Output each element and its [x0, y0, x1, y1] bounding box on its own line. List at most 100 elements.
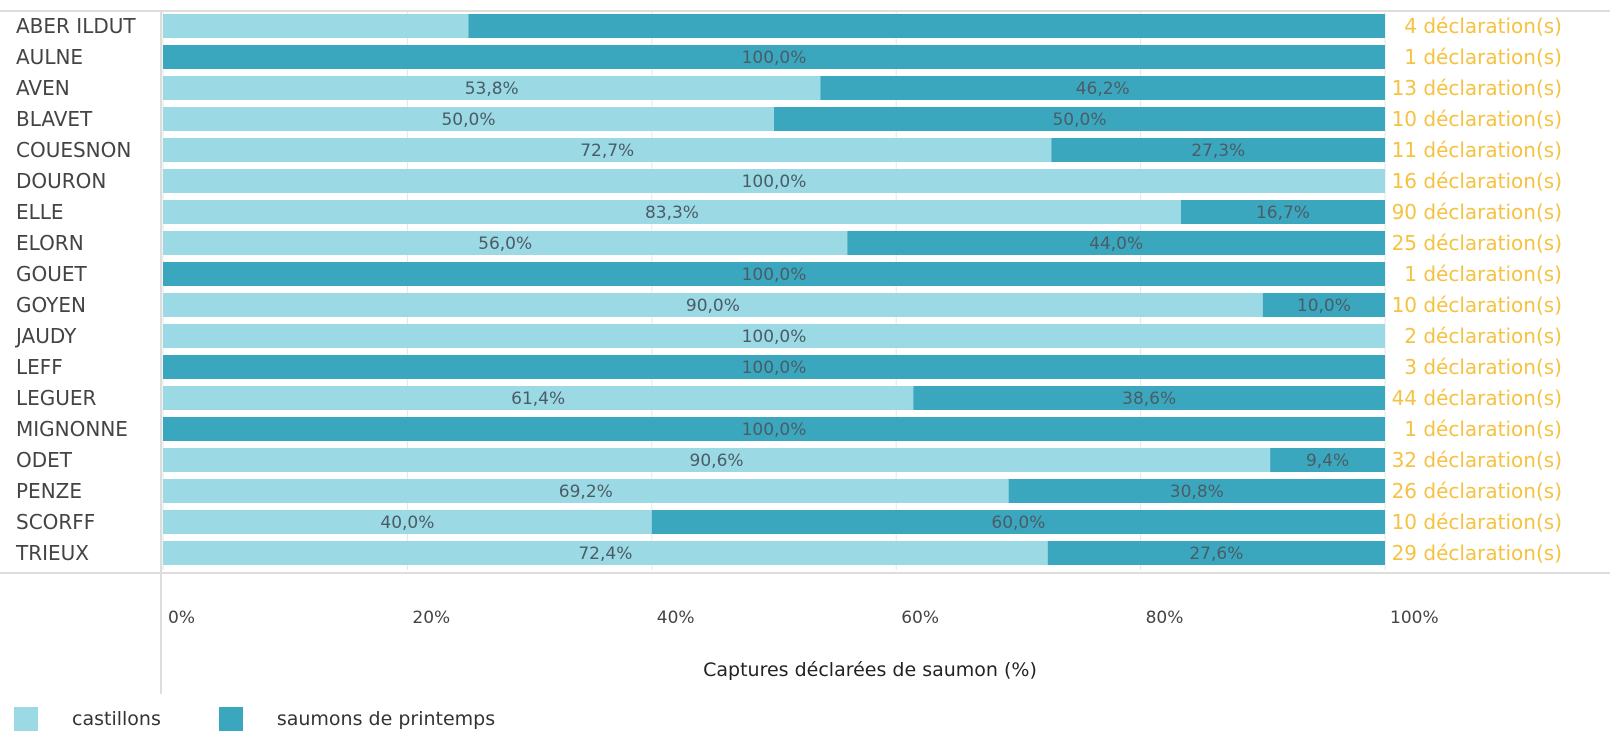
data-label: 9,4%	[1306, 451, 1349, 471]
data-label: 53,8%	[465, 79, 519, 99]
x-tick-label: 40%	[657, 608, 695, 628]
data-label: 50,0%	[1052, 110, 1106, 130]
category-label: ELLE	[16, 200, 64, 224]
data-label: 69,2%	[559, 482, 613, 502]
category-labels: ABER ILDUT AULNE AVEN BLAVET COUESNON DOURON E…	[14, 14, 136, 565]
category-label: GOYEN	[16, 293, 86, 317]
category-label: AULNE	[16, 45, 83, 69]
bar-castillons[interactable]	[163, 324, 1385, 348]
declaration-count: 16 déclaration(s)	[1392, 169, 1562, 193]
data-label: 72,7%	[580, 141, 634, 161]
declaration-count: 32 déclaration(s)	[1392, 448, 1562, 472]
legend-label-saumons-de-printemps: saumons de printemps	[276, 708, 496, 730]
bar-saumons-de-printemps[interactable]	[774, 107, 1385, 131]
category-label: ODET	[16, 448, 73, 472]
declaration-count: 25 déclaration(s)	[1392, 231, 1562, 255]
bar-saumons-de-printemps[interactable]	[820, 76, 1385, 100]
x-tick-label: 20%	[412, 608, 450, 628]
bars	[163, 14, 1385, 565]
data-label: 30,8%	[1170, 482, 1224, 502]
data-label: 16,7%	[1256, 203, 1310, 223]
bar-saumons-de-printemps[interactable]	[163, 355, 1385, 379]
category-label: AVEN	[16, 76, 70, 100]
bar-castillons[interactable]	[163, 293, 1263, 317]
x-tick-label: 60%	[901, 608, 939, 628]
bar-saumons-de-printemps[interactable]	[651, 510, 1385, 534]
data-label: 83,3%	[645, 203, 699, 223]
declaration-count: 90 déclaration(s)	[1392, 200, 1562, 224]
declaration-count: 1 déclaration(s)	[1404, 417, 1562, 441]
declaration-count: 10 déclaration(s)	[1392, 510, 1562, 534]
value-labels: 100,0% 53,8% 46,2% 50,0% 50,0% 72,7% 27,3% 100,…	[380, 48, 1351, 564]
data-label: 100,0%	[742, 172, 807, 192]
legend-item-castillons[interactable]: castillons	[14, 707, 161, 731]
bar-castillons[interactable]	[163, 14, 469, 38]
bar-castillons[interactable]	[163, 448, 1271, 472]
legend-swatch-saumons-de-printemps	[218, 707, 243, 731]
category-label: BLAVET	[16, 107, 93, 131]
data-label: 56,0%	[478, 234, 532, 254]
bar-saumons-de-printemps[interactable]	[913, 386, 1385, 410]
category-label: JAUDY	[14, 324, 77, 348]
category-label: PENZE	[16, 479, 82, 503]
data-label: 27,6%	[1189, 544, 1243, 564]
stacked-bar-chart: ABER ILDUT AULNE AVEN BLAVET COUESNON DOURON E…	[0, 10, 1610, 694]
data-label: 61,4%	[511, 389, 565, 409]
bar-saumons-de-printemps[interactable]	[1051, 138, 1385, 162]
bar-castillons[interactable]	[163, 510, 652, 534]
category-label: LEFF	[16, 355, 63, 379]
data-label: 100,0%	[742, 420, 807, 440]
legend-swatch-castillons	[14, 707, 38, 731]
bar-saumons-de-printemps[interactable]	[163, 262, 1385, 286]
category-label: MIGNONNE	[16, 417, 128, 441]
declaration-count: 29 déclaration(s)	[1392, 541, 1562, 565]
bar-saumons-de-printemps[interactable]	[163, 417, 1385, 441]
bar-saumons-de-printemps[interactable]	[468, 14, 1386, 38]
bar-castillons[interactable]	[163, 479, 1009, 503]
declaration-count: 11 déclaration(s)	[1392, 138, 1562, 162]
data-label: 40,0%	[380, 513, 434, 533]
declaration-count: 2 déclaration(s)	[1404, 324, 1562, 348]
data-label: 10,0%	[1297, 296, 1351, 316]
category-label: GOUET	[16, 262, 88, 286]
data-label: 72,4%	[578, 544, 632, 564]
declaration-count: 10 déclaration(s)	[1392, 107, 1562, 131]
bar-castillons[interactable]	[163, 169, 1385, 193]
bar-saumons-de-printemps[interactable]	[1270, 448, 1385, 472]
data-label: 90,6%	[690, 451, 744, 471]
legend: castillons saumons de printemps	[14, 704, 553, 734]
count-labels: 4 déclaration(s) 1 déclaration(s) 13 décla…	[1392, 14, 1562, 565]
data-label: 27,3%	[1191, 141, 1245, 161]
bar-castillons[interactable]	[163, 231, 848, 255]
bar-saumons-de-printemps[interactable]	[163, 45, 1385, 69]
declaration-count: 10 déclaration(s)	[1392, 293, 1562, 317]
data-label: 60,0%	[991, 513, 1045, 533]
data-label: 44,0%	[1089, 234, 1143, 254]
category-label: LEGUER	[16, 386, 97, 410]
bar-castillons[interactable]	[163, 200, 1181, 224]
legend-label-castillons: castillons	[72, 708, 161, 730]
bar-castillons[interactable]	[163, 541, 1048, 565]
data-label: 46,2%	[1076, 79, 1130, 99]
legend-item-saumons-de-printemps[interactable]: saumons de printemps	[218, 707, 496, 731]
category-label: TRIEUX	[15, 541, 89, 565]
data-label: 100,0%	[742, 265, 807, 285]
category-label: SCORFF	[16, 510, 95, 534]
x-tick-label: 80%	[1146, 608, 1184, 628]
bar-saumons-de-printemps[interactable]	[847, 231, 1385, 255]
bar-saumons-de-printemps[interactable]	[1180, 200, 1385, 224]
category-label: ELORN	[16, 231, 84, 255]
bar-castillons[interactable]	[163, 386, 914, 410]
bar-castillons[interactable]	[163, 107, 774, 131]
bar-saumons-de-printemps[interactable]	[1262, 293, 1385, 317]
declaration-count: 26 déclaration(s)	[1392, 479, 1562, 503]
declaration-count: 44 déclaration(s)	[1392, 386, 1562, 410]
bar-saumons-de-printemps[interactable]	[1008, 479, 1385, 503]
data-label: 100,0%	[742, 358, 807, 378]
bar-castillons[interactable]	[163, 138, 1052, 162]
declaration-count: 4 déclaration(s)	[1404, 14, 1562, 38]
bar-castillons[interactable]	[163, 76, 821, 100]
bar-saumons-de-printemps[interactable]	[1047, 541, 1385, 565]
data-label: 100,0%	[742, 48, 807, 68]
declaration-count: 1 déclaration(s)	[1404, 45, 1562, 69]
